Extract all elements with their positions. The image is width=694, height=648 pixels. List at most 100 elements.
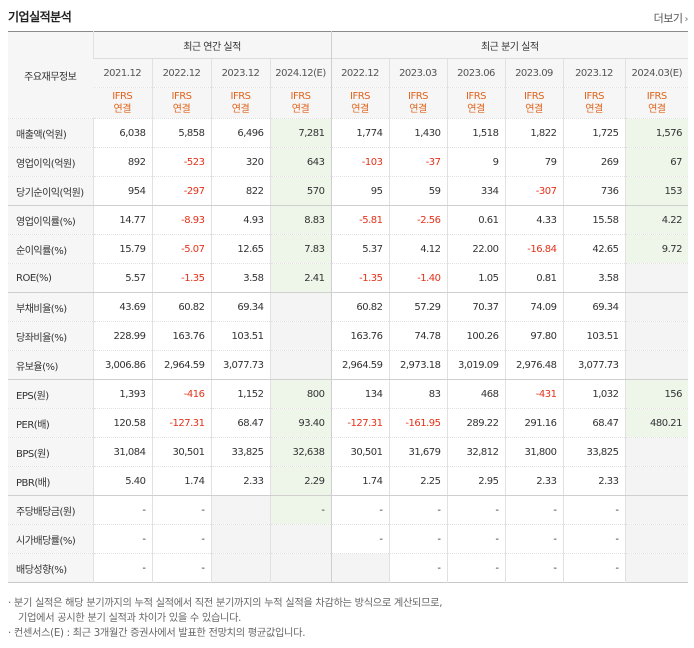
period-header: 2023.03: [388, 58, 447, 88]
table-cell: 9.72: [624, 234, 689, 264]
table-cell: -: [151, 495, 211, 525]
table-cell: -: [504, 495, 563, 525]
table-cell: 156: [624, 379, 689, 409]
basis-header: IFRS 연결: [269, 87, 331, 119]
row-label: 주당배당금(원): [8, 495, 93, 525]
table-cell: 736: [562, 176, 625, 206]
table-cell: [624, 466, 689, 496]
table-cell: [269, 321, 331, 351]
basis-scope: 연결: [172, 104, 191, 115]
annual-header: 최근 연간 실적: [92, 31, 331, 59]
table-cell: 1,518: [446, 118, 505, 148]
table-cell: 60.82: [330, 292, 389, 322]
table-cell: [269, 553, 331, 583]
more-label: 더보기: [653, 12, 683, 25]
table-cell: -: [504, 553, 563, 583]
table-cell: 70.37: [446, 292, 505, 322]
period-header: 2022.12: [151, 58, 211, 88]
table-cell: 822: [210, 176, 270, 206]
table-cell: 100.26: [446, 321, 505, 351]
table-cell: 103.51: [210, 321, 270, 351]
table-cell: -127.31: [330, 408, 389, 438]
table-cell: -: [388, 495, 447, 525]
table-cell: 6,038: [92, 118, 152, 148]
period-header: 2023.12: [562, 58, 625, 88]
table-cell: [624, 263, 689, 293]
table-cell: 7.83: [269, 234, 331, 264]
table-cell: 6,496: [210, 118, 270, 148]
row-label: PER(배): [8, 408, 93, 438]
basis-scope: 연결: [231, 104, 250, 115]
table-cell: 60.82: [151, 292, 211, 322]
table-cell: -: [151, 553, 211, 583]
table-cell: [624, 321, 689, 351]
table-cell: 334: [446, 176, 505, 206]
table-cell: 3.58: [210, 263, 270, 293]
footnote-quarterly: · 분기 실적은 해당 분기까지의 누적 실적에서 직전 분기까지의 누적 실적…: [8, 598, 443, 609]
table-cell: 59: [388, 176, 447, 206]
table-cell: 2.41: [269, 263, 331, 293]
table-cell: [624, 524, 689, 554]
table-cell: 2.33: [504, 466, 563, 496]
row-label: PBR(배): [8, 466, 93, 496]
basis-scope: 연결: [409, 104, 427, 115]
table-cell: 67: [624, 147, 689, 177]
row-label: ROE(%): [8, 263, 93, 293]
table-cell: 2.95: [446, 466, 505, 496]
table-cell: -1.40: [388, 263, 447, 293]
more-link[interactable]: 더보기 ›: [653, 10, 689, 26]
table-cell: [269, 524, 331, 554]
table-cell: 134: [330, 379, 389, 409]
table-cell: 22.00: [446, 234, 505, 264]
table-cell: 95: [330, 176, 389, 206]
table-cell: -523: [151, 147, 211, 177]
table-cell: 291.16: [504, 408, 563, 438]
table-cell: [624, 292, 689, 322]
basis-standard: IFRS: [466, 91, 487, 102]
table-cell: -: [330, 495, 389, 525]
table-cell: 892: [92, 147, 152, 177]
basis-scope: 연결: [467, 104, 485, 115]
basis-standard: IFRS: [646, 91, 667, 102]
table-cell: 3,006.86: [92, 350, 152, 380]
table-cell: 2.33: [210, 466, 270, 496]
table-cell: -: [446, 553, 505, 583]
table-cell: 74.78: [388, 321, 447, 351]
table-cell: 2,976.48: [504, 350, 563, 380]
table-cell: 8.83: [269, 205, 331, 235]
table-cell: 120.58: [92, 408, 152, 438]
table-cell: 1.74: [151, 466, 211, 496]
quarterly-header: 최근 분기 실적: [330, 31, 689, 59]
table-row: BPS(원) 31,084 30,501 33,825 32,638 30,501 31,6…: [8, 437, 689, 467]
table-cell: -: [562, 524, 625, 554]
table-cell: -8.93: [151, 205, 211, 235]
basis-scope: 연결: [648, 104, 666, 115]
table-cell: 1.05: [446, 263, 505, 293]
table-cell: 31,679: [388, 437, 447, 467]
period-header: 2024.03(E): [624, 58, 689, 88]
table-cell: 1,032: [562, 379, 625, 409]
table-cell: 0.61: [446, 205, 505, 235]
table-cell: -: [151, 524, 211, 554]
basis-standard: IFRS: [171, 91, 193, 102]
table-cell: 79: [504, 147, 563, 177]
basis-standard: IFRS: [112, 91, 133, 102]
table-cell: 69.34: [210, 292, 270, 322]
table-row: 부채비율(%) 43.69 60.82 69.34 60.82 57.29 70.37 74.…: [8, 292, 689, 322]
table-cell: 32,638: [269, 437, 331, 467]
table-cell: 480.21: [624, 408, 689, 438]
table-cell: 9: [446, 147, 505, 177]
period-header: 2023.06: [446, 58, 505, 88]
basis-header: IFRS 연결: [93, 87, 152, 119]
table-cell: 14.77: [92, 205, 152, 235]
table-cell: 7,281: [269, 118, 331, 148]
footnotes: · 분기 실적은 해당 분기까지의 누적 실적에서 직전 분기까지의 누적 실적…: [8, 596, 688, 641]
table-cell: -37: [388, 147, 447, 177]
table-row: 순이익률(%) 15.79 -5.07 12.65 7.83 5.37 4.12 22.00-…: [8, 234, 689, 264]
table-cell: 954: [92, 176, 152, 206]
table-cell: 153: [624, 176, 689, 206]
table-cell: 83: [388, 379, 447, 409]
table-cell: 1,725: [562, 118, 625, 148]
table-cell: [210, 495, 270, 525]
table-cell: 5.37: [330, 234, 389, 264]
